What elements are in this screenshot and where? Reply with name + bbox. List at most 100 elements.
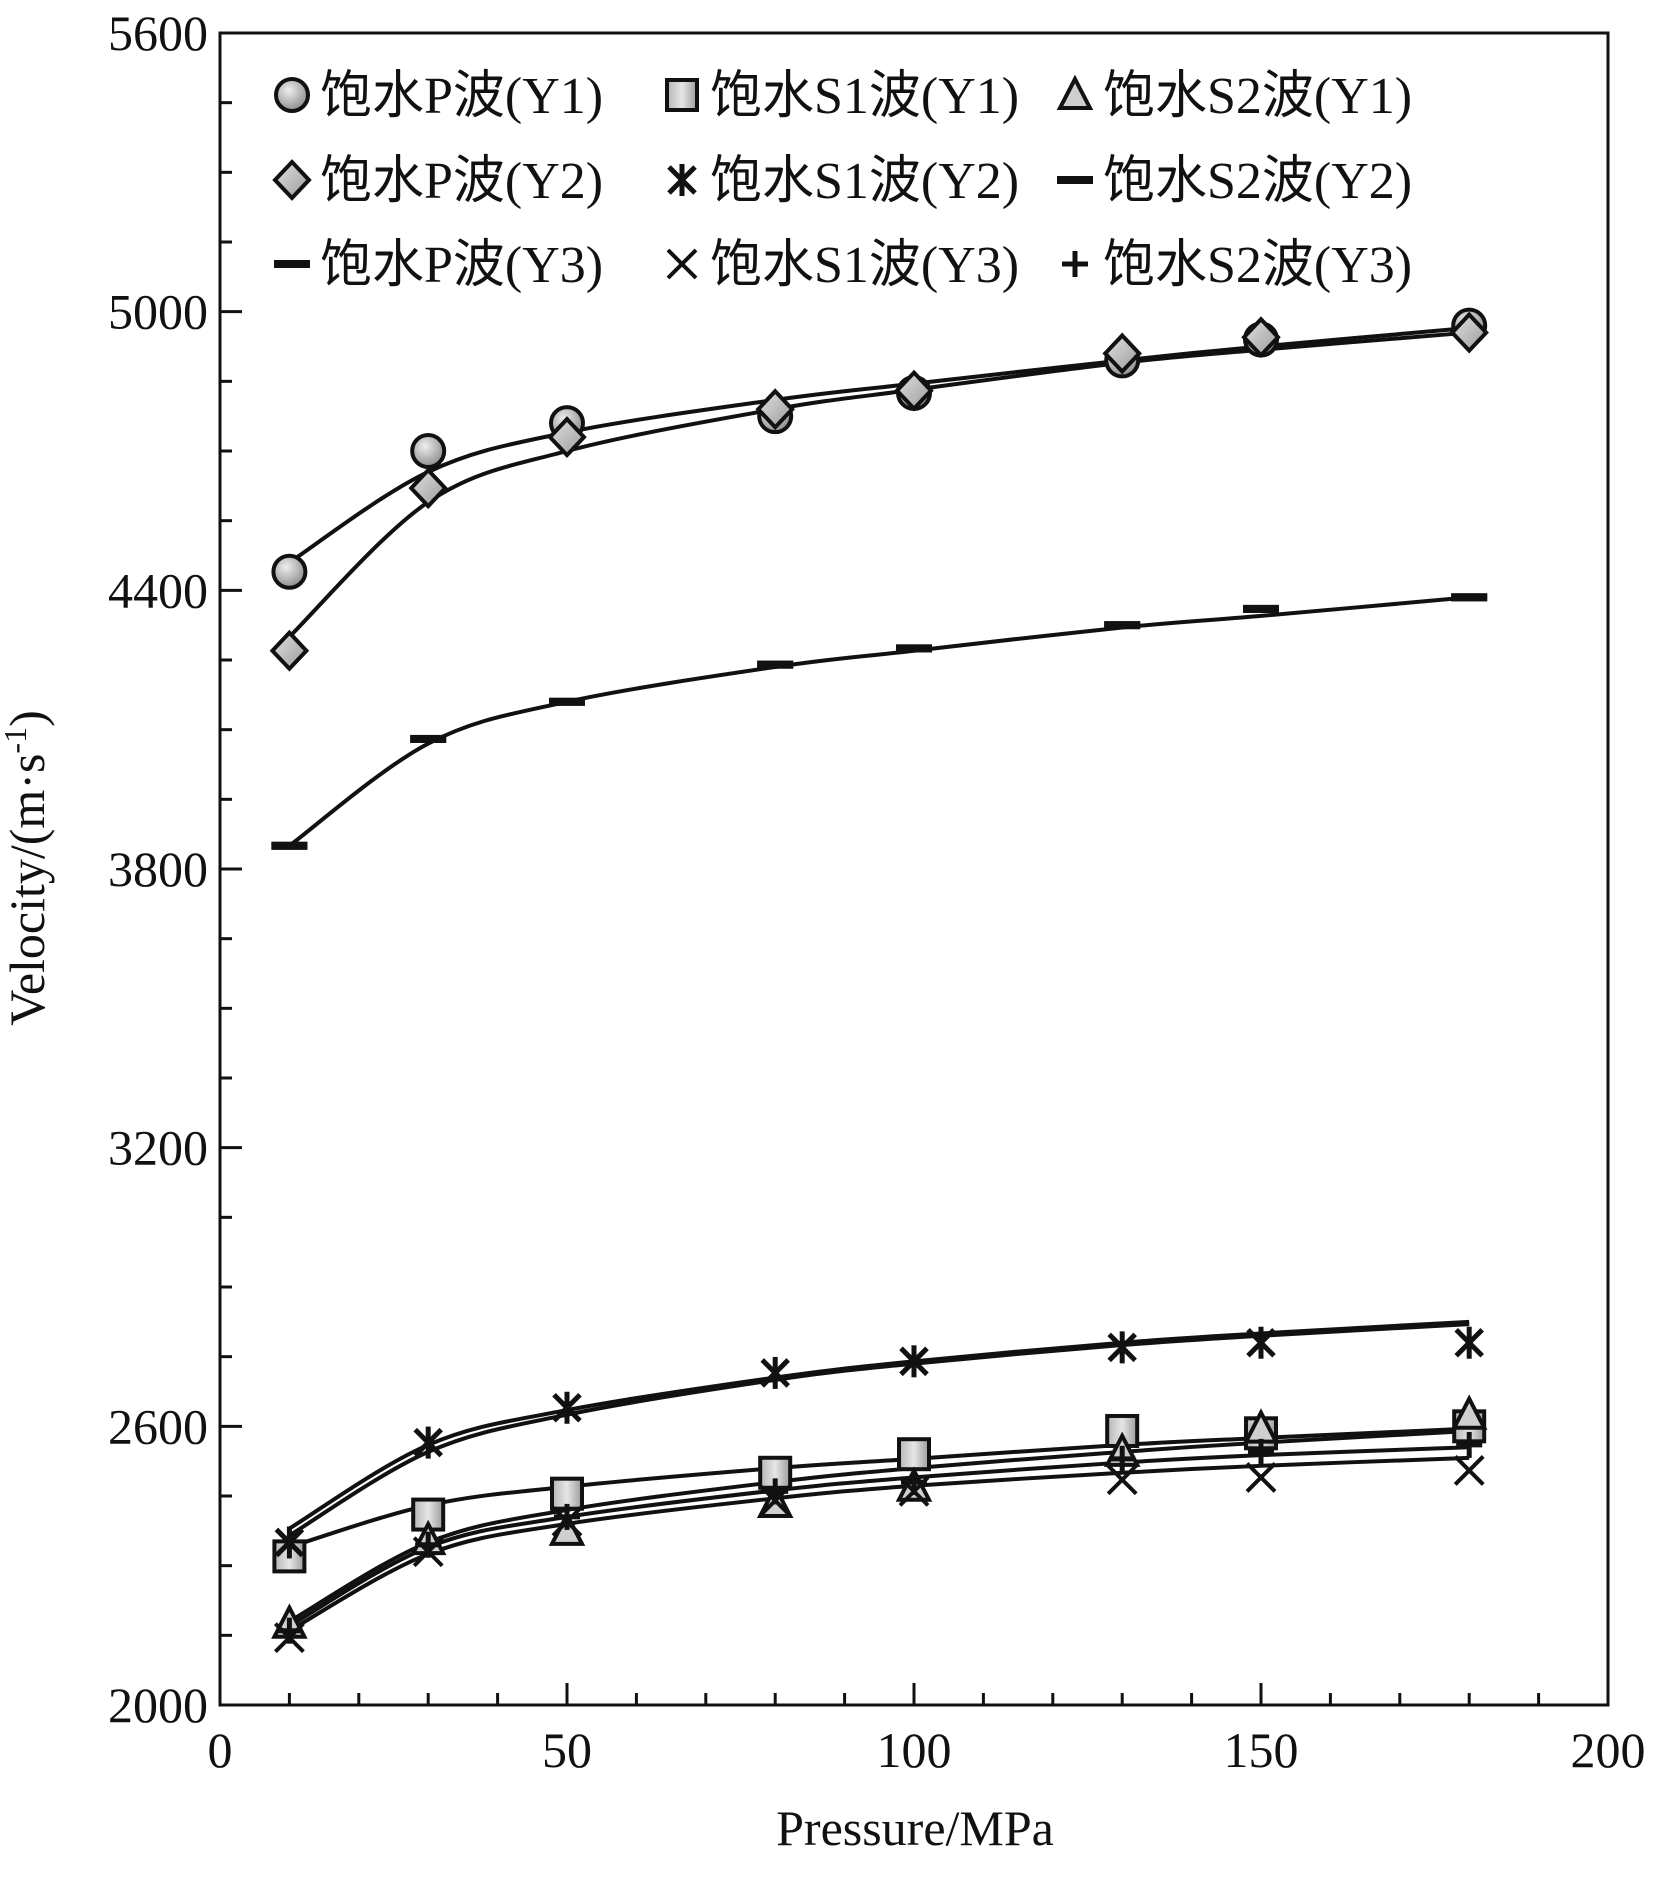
x-tick-label: 50 [542, 1722, 592, 1778]
series-4-point [1102, 332, 1142, 375]
series-7-point [1104, 621, 1141, 630]
legend-label: 饱水P波(Y2) [320, 153, 603, 210]
legend-label: 饱水P波(Y3) [320, 237, 603, 294]
series-4-point [894, 369, 934, 412]
dash-marker-icon [1243, 604, 1279, 613]
legend-entry: 饱水S1波(Y2) [667, 153, 1019, 210]
square-marker-icon [665, 78, 699, 112]
legend-label: 饱水S2波(Y2) [1103, 153, 1412, 210]
legend-label: 饱水S1波(Y1) [710, 68, 1019, 125]
diamond-marker-icon [272, 159, 312, 201]
series-5-point [760, 1356, 790, 1389]
legend-label: 饱水S2波(Y3) [1103, 237, 1412, 294]
series-5-point [1107, 1331, 1137, 1364]
square-marker-icon [897, 1437, 931, 1472]
y-axis-title-main: Velocity/(m·s [0, 754, 55, 1026]
y-tick-label: 4400 [108, 562, 208, 618]
legend-entry: 饱水S1波(Y3) [666, 237, 1019, 294]
y-tick-label: 3200 [108, 1120, 208, 1176]
series-7-point [1243, 604, 1279, 613]
legend-entry: 饱水P波(Y3) [274, 237, 603, 294]
legend-entry: 饱水S2波(Y2) [1057, 153, 1412, 210]
series-7-point [896, 644, 932, 653]
axes: 0 50 100 150 200 2000 2600 3200 3800 4400 5000 5600 [108, 5, 1646, 1778]
legend-label: 饱水S1波(Y3) [710, 237, 1019, 294]
series-8-point [1453, 1455, 1485, 1486]
series-2-point [897, 1437, 931, 1472]
series-8-point [1106, 1464, 1138, 1496]
data-markers [269, 307, 1489, 1654]
y-tick-label: 5000 [108, 284, 208, 340]
fit-curve-9 [288, 1455, 1470, 1633]
legend-marker [274, 260, 310, 268]
triangle-marker-icon [1450, 1394, 1488, 1430]
series-1-point [410, 433, 447, 469]
x-tick-label: 200 [1571, 1722, 1646, 1778]
fit-curve-8 [288, 1445, 1470, 1628]
legend-marker [1062, 251, 1088, 277]
circle-marker-icon [274, 77, 310, 113]
diamond-marker-icon [1241, 316, 1281, 359]
legend-marker [1057, 176, 1093, 184]
dash-marker-icon [1451, 593, 1488, 602]
series-4-point [408, 467, 448, 510]
legend-marker [667, 164, 697, 196]
dash-marker-icon [757, 660, 794, 669]
series-5-point [552, 1391, 582, 1424]
legend-entry: 饱水P波(Y2) [272, 153, 603, 210]
dash-marker-icon [1057, 176, 1093, 184]
legend: 饱水P波(Y1) 饱水S1波(Y1) 饱水S2波(Y1) 饱水P波(Y2) 饱水S1波(… [272, 68, 1412, 294]
dash-marker-icon [410, 734, 447, 743]
diamond-marker-icon [1102, 332, 1142, 375]
fit-curve-1 [288, 325, 1470, 565]
y-tick-label: 2000 [108, 1677, 208, 1733]
y-axis-title: Velocity/(m·s-1) [0, 710, 55, 1025]
diamond-marker-icon [894, 369, 934, 412]
series-8-point [1245, 1462, 1277, 1493]
triangle-marker-icon [1056, 74, 1094, 110]
circle-marker-icon [271, 553, 308, 590]
x-stroke [1245, 1462, 1277, 1493]
diamond-marker-icon [1449, 311, 1489, 354]
dash-marker-icon [549, 697, 585, 706]
x-stroke [666, 248, 698, 280]
series-7-point [1451, 593, 1488, 602]
x-tick-label: 150 [1224, 1722, 1299, 1778]
series-3-point [1450, 1394, 1488, 1430]
legend-marker [274, 77, 310, 113]
legend-entry: 饱水P波(Y1) [274, 68, 603, 125]
series-4-point [755, 388, 795, 431]
series-4-point [269, 629, 310, 672]
legend-entry: 饱水S1波(Y1) [665, 68, 1019, 125]
series-7-point [757, 660, 794, 669]
diamond-marker-icon [408, 467, 448, 510]
series-7-point [271, 841, 308, 850]
legend-marker [272, 159, 312, 201]
series-4-point [1241, 316, 1281, 359]
series-9-point [554, 1503, 580, 1530]
dash-marker-icon [896, 644, 932, 653]
series-5-point [1246, 1326, 1276, 1359]
x-tick-label: 0 [208, 1722, 233, 1778]
series-9-point [1456, 1431, 1483, 1458]
series-4-point [1449, 311, 1489, 354]
dash-marker-icon [271, 841, 308, 850]
series-5-point [1454, 1326, 1484, 1359]
series-7-point [549, 697, 585, 706]
series-9-point [415, 1531, 442, 1558]
legend-label: 饱水S2波(Y1) [1103, 68, 1412, 125]
y-tick-label: 2600 [108, 1398, 208, 1454]
legend-entry: 饱水S2波(Y1) [1056, 68, 1412, 125]
x-tick-label: 100 [877, 1722, 952, 1778]
series-9-point [901, 1469, 927, 1496]
fit-curve-3 [288, 595, 1470, 848]
series-7-point [410, 734, 447, 743]
y-tick-label: 5600 [108, 5, 208, 61]
legend-label: 饱水S1波(Y2) [710, 153, 1019, 210]
series-9-point [1248, 1438, 1274, 1465]
dash-marker-icon [274, 260, 310, 268]
series-9-point [1109, 1445, 1136, 1472]
series-5-point [413, 1426, 443, 1459]
legend-marker [666, 248, 698, 280]
